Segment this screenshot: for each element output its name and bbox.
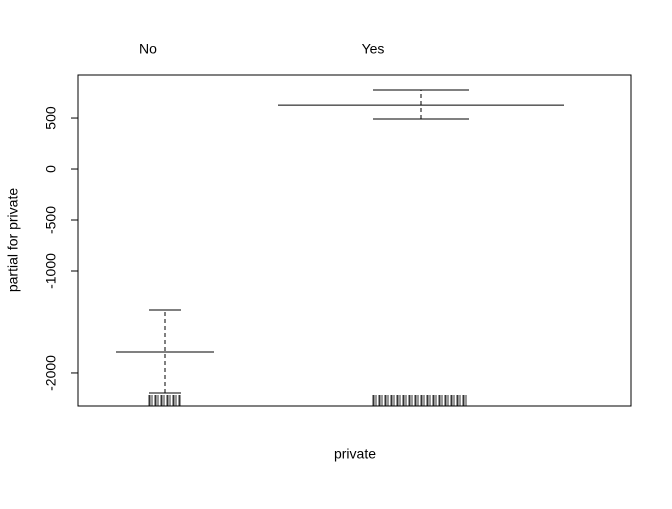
y-tick-label: -1000	[43, 253, 59, 289]
category-label: Yes	[362, 41, 385, 57]
x-axis-label: private	[334, 446, 376, 462]
y-axis-label: partial for private	[5, 188, 21, 292]
rug	[148, 395, 467, 406]
y-tick-label: 0	[43, 165, 59, 173]
category-label: No	[139, 41, 157, 57]
y-tick-label: -500	[43, 206, 59, 234]
y-tick-label: -2000	[43, 355, 59, 391]
plot-frame	[77, 74, 632, 407]
y-tick-label: 500	[43, 106, 59, 130]
